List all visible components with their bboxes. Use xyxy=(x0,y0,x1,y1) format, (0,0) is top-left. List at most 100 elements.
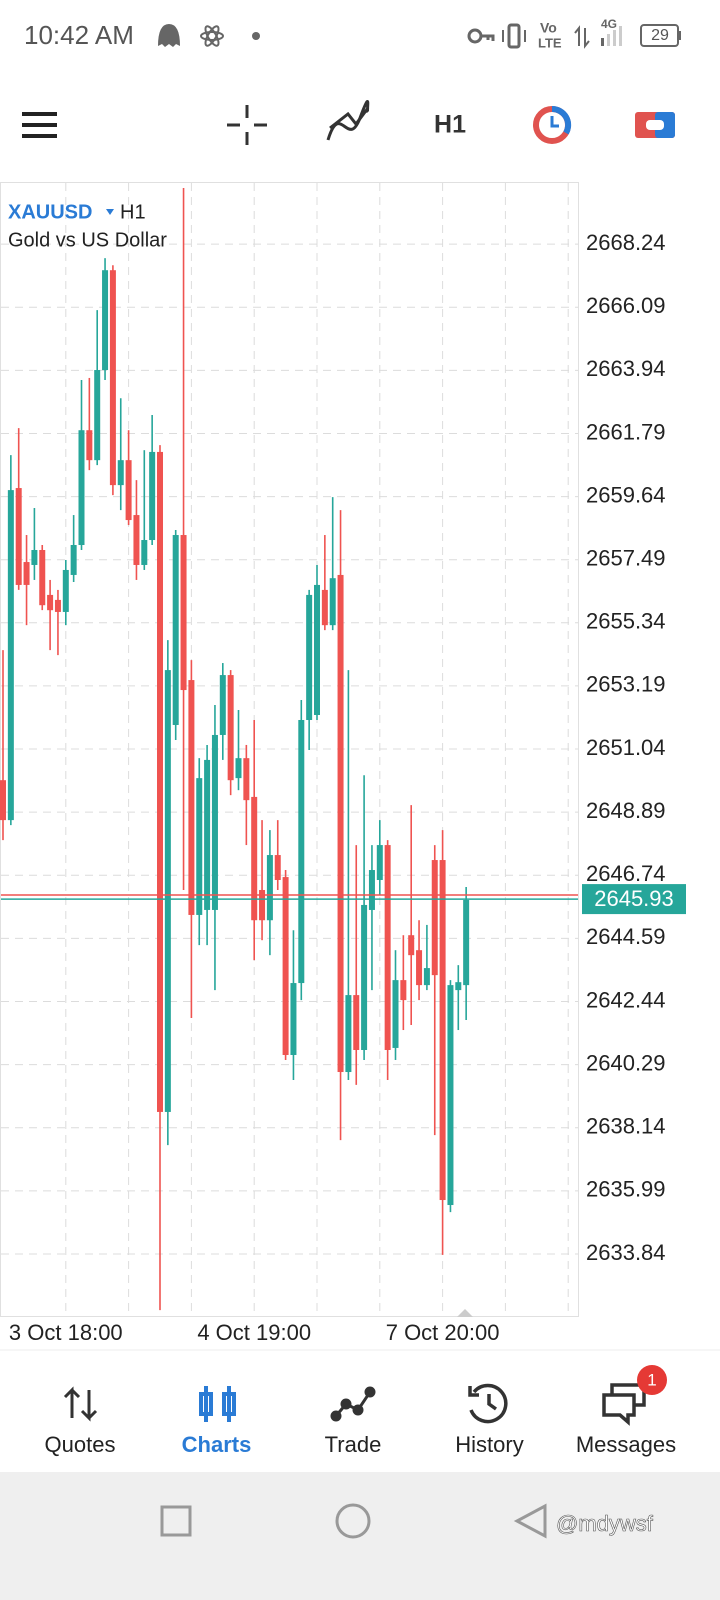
one-click-button[interactable] xyxy=(635,112,675,138)
candle-body xyxy=(321,589,328,626)
candle-body xyxy=(133,515,140,565)
menu-button[interactable] xyxy=(22,112,57,138)
candle-body xyxy=(447,985,454,1206)
timeframe-button[interactable]: H1 xyxy=(434,111,466,139)
candle-body xyxy=(219,675,226,735)
candle-body xyxy=(86,430,93,461)
status-bar xyxy=(0,0,720,72)
candle-body xyxy=(376,845,383,881)
candle-body xyxy=(164,670,171,1112)
candle-body xyxy=(361,904,368,1050)
toolbar: H1 xyxy=(22,100,675,145)
battery-level: 29 xyxy=(651,27,669,44)
scroll-marker xyxy=(457,1309,473,1317)
y-tick-label: 2659.64 xyxy=(586,482,666,507)
y-tick-label: 2663.94 xyxy=(586,356,666,381)
candle-body xyxy=(298,719,305,984)
candle-body xyxy=(23,562,30,585)
candle-body xyxy=(15,488,22,585)
y-tick-label: 2668.24 xyxy=(586,230,666,255)
candle-body xyxy=(290,983,297,1055)
candle-body xyxy=(62,569,69,612)
candle-body xyxy=(384,845,391,1050)
badge xyxy=(637,1365,667,1395)
y-tick-label: 2651.04 xyxy=(586,735,666,760)
nav-label[interactable]: Trade xyxy=(325,1432,382,1457)
nav-icon xyxy=(468,1383,508,1424)
home-button[interactable] xyxy=(335,1503,371,1539)
candle-body xyxy=(109,270,116,486)
candle-body xyxy=(463,899,470,986)
candle-body xyxy=(125,460,132,521)
indicators-button[interactable] xyxy=(326,100,370,141)
trade-clock-button[interactable] xyxy=(533,105,572,144)
candle-body xyxy=(431,860,438,976)
y-tick-label: 2655.34 xyxy=(586,609,666,634)
candle-body xyxy=(455,982,462,991)
candle-body xyxy=(211,734,218,910)
candle-body xyxy=(0,780,6,821)
y-tick-label: 2648.89 xyxy=(586,798,666,823)
candle-body xyxy=(7,490,14,821)
candle-body xyxy=(188,680,195,915)
nav-label[interactable]: Messages xyxy=(576,1432,676,1457)
candle-body xyxy=(31,549,38,565)
symbol-dropdown[interactable] xyxy=(106,209,114,215)
candle-body xyxy=(353,995,360,1050)
candle-body xyxy=(117,460,124,486)
candle-body xyxy=(392,980,399,1048)
candle-body xyxy=(180,535,187,691)
candle-body xyxy=(416,950,423,986)
candle-body xyxy=(266,855,273,921)
nav-icon xyxy=(330,1386,376,1422)
symbol-description: Gold vs US Dollar xyxy=(8,229,167,251)
nav-icon xyxy=(199,1386,236,1422)
y-tick-label: 2666.09 xyxy=(586,293,666,318)
y-tick-label: 2661.79 xyxy=(586,419,666,444)
candle-body xyxy=(227,675,234,781)
candle-body xyxy=(235,758,242,779)
candle-body xyxy=(204,759,211,910)
candle-body xyxy=(337,574,344,1073)
candle-body xyxy=(408,935,415,956)
candle-body xyxy=(47,594,54,611)
bid-label-box xyxy=(582,884,686,915)
svg-text:Vo: Vo xyxy=(540,20,557,36)
y-tick-label: 2646.74 xyxy=(586,861,666,886)
candle-body xyxy=(172,535,179,725)
x-tick-label: 3 Oct 18:00 xyxy=(9,1320,123,1345)
candle-body xyxy=(54,599,61,612)
y-tick-label: 2653.19 xyxy=(586,672,666,697)
candle-body xyxy=(368,870,375,910)
candle-body xyxy=(70,545,77,575)
status-icons: Vo LTE 4G xyxy=(158,17,681,50)
candle-body xyxy=(314,584,320,716)
crosshair-button[interactable] xyxy=(227,105,267,145)
candle-body xyxy=(39,549,46,606)
back-button[interactable] xyxy=(513,1503,547,1539)
bid-label: 2645.93 xyxy=(594,886,674,911)
candle-body xyxy=(243,758,250,801)
candle-body xyxy=(259,889,266,921)
candle-body xyxy=(196,778,203,915)
candle-body xyxy=(439,860,446,1201)
candle-body xyxy=(282,877,289,1055)
candle-body xyxy=(78,430,85,546)
candle-body xyxy=(94,370,101,461)
symbol[interactable]: XAUUSD xyxy=(8,201,92,223)
x-tick-label: 4 Oct 19:00 xyxy=(197,1320,311,1345)
candle-body xyxy=(274,855,281,881)
svg-text:LTE: LTE xyxy=(538,35,562,50)
recents-button[interactable] xyxy=(160,1505,192,1537)
y-tick-label: 2638.14 xyxy=(586,1114,666,1139)
candles xyxy=(0,187,578,1311)
candle-body xyxy=(400,980,407,1001)
nav-icon xyxy=(63,1386,98,1422)
nav-label[interactable]: Quotes xyxy=(45,1432,116,1457)
nav-label[interactable]: History xyxy=(455,1432,523,1457)
clock: 10:42 AM xyxy=(24,20,134,50)
chart-timeframe: H1 xyxy=(120,201,146,223)
nav-label[interactable]: Charts xyxy=(182,1432,252,1457)
watermark: @mdywsf xyxy=(556,1511,654,1536)
